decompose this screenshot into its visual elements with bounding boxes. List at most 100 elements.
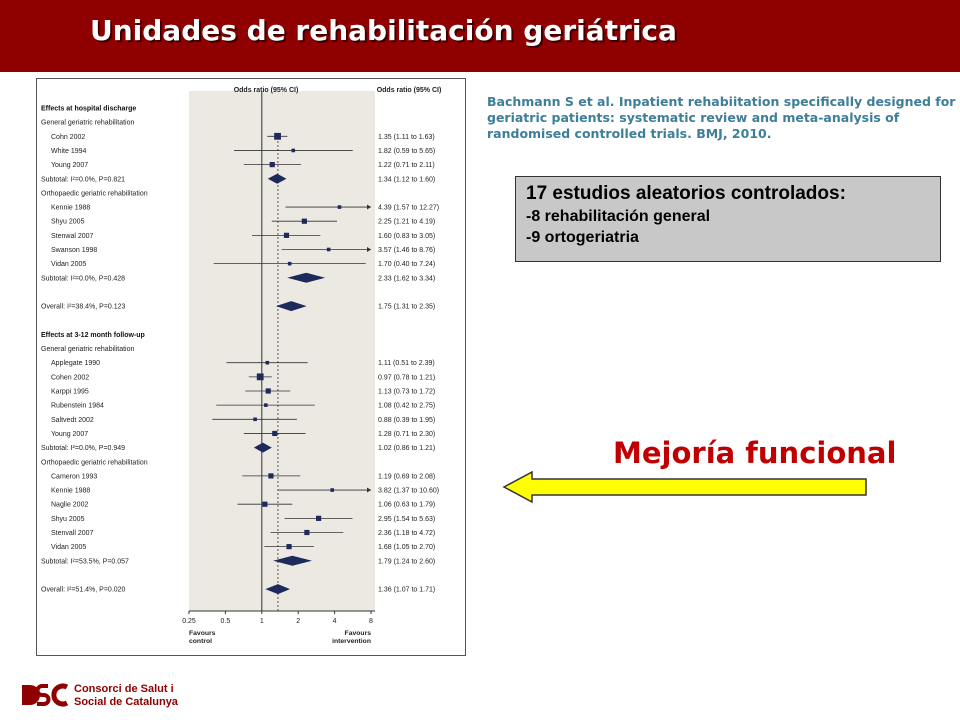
forest-ci-label: 1.82 (0.59 to 5.65)	[378, 148, 435, 155]
forest-ci-arrow	[367, 247, 371, 252]
x-tick-label: 8	[369, 618, 373, 625]
forest-point-marker	[283, 232, 290, 238]
forest-study-label: Cohen 2002	[51, 374, 89, 381]
forest-point-marker	[262, 501, 268, 507]
forest-point-marker	[264, 403, 268, 407]
forest-ci-label: 1.13 (0.73 to 1.72)	[378, 389, 435, 396]
forest-ci-label: 4.39 (1.57 to 12.27)	[378, 205, 439, 212]
forest-ci-label: 0.88 (0.39 to 1.95)	[378, 417, 435, 424]
forest-study-label: Naglie 2002	[51, 502, 88, 509]
forest-point-marker	[301, 218, 307, 224]
forest-study-label: Swanson 1998	[51, 247, 97, 254]
studies-box: 17 estudios aleatorios controlados: -8 r…	[515, 176, 941, 262]
forest-ci-label: 1.11 (0.51 to 2.39)	[378, 360, 435, 367]
col-header-right: Odds ratio (95% CI)	[377, 87, 442, 94]
forest-point-marker	[316, 515, 322, 521]
x-tick-label: 2	[296, 618, 300, 625]
forest-point-marker	[265, 360, 270, 365]
favours-intervention-label-2: intervention	[332, 638, 371, 645]
favours-intervention-label-1: Favours	[345, 630, 372, 637]
plot-background	[189, 91, 375, 611]
forest-point-marker	[330, 488, 334, 492]
mejoria-funcional-label: Mejoría funcional	[613, 436, 897, 470]
logo-line-2: Social de Catalunya	[74, 696, 178, 708]
forest-ci-label: 1.75 (1.31 to 2.35)	[378, 304, 435, 311]
forest-section-label: Effects at 3-12 month follow-up	[41, 332, 145, 339]
col-header-left: Odds ratio (95% CI)	[234, 87, 299, 94]
forest-ci-arrow	[367, 204, 371, 210]
forest-group-label: Orthopaedic geriatric rehabilitation	[41, 190, 148, 197]
forest-ci-arrow	[367, 487, 371, 493]
forest-study-label: Cohn 2002	[51, 134, 85, 141]
logo-line-1: Consorci de Salut i	[74, 683, 174, 695]
forest-plot-figure: Odds ratio (95% CI) Odds ratio (95% CI) 0.…	[36, 78, 466, 656]
forest-ci-label: 1.60 (0.83 to 3.05)	[378, 233, 435, 240]
forest-subtotal-label: Overall: I²=38.4%, P=0.123	[41, 304, 126, 311]
forest-study-label: Kennie 1988	[51, 488, 90, 495]
forest-point-marker	[291, 148, 296, 153]
forest-point-marker	[274, 132, 281, 140]
forest-point-marker	[287, 261, 292, 266]
forest-diamond-marker	[287, 272, 326, 283]
logo-text: Consorci de Salut i Social de Catalunya	[74, 683, 178, 709]
forest-point-marker	[269, 162, 275, 168]
forest-ci-label: 1.06 (0.63 to 1.79)	[378, 502, 435, 509]
title-bar: Unidades de rehabilitación geriátrica	[0, 0, 960, 72]
forest-study-label: Kennie 1988	[51, 205, 90, 212]
forest-ci-label: 1.22 (0.71 to 2.11)	[378, 162, 435, 169]
forest-ci-label: 3.57 (1.46 to 8.76)	[378, 247, 435, 254]
forest-subtotal-label: Overall: I²=51.4%, P=0.020	[41, 587, 126, 594]
forest-diamond-marker	[273, 555, 312, 566]
forest-study-label: White 1994	[51, 148, 87, 155]
forest-group-label: Orthopaedic geriatric rehabilitation	[41, 459, 148, 466]
forest-study-label: Vidan 2005	[51, 261, 86, 268]
x-tick-label: 4	[333, 618, 337, 625]
forest-study-label: Applegate 1990	[51, 360, 100, 367]
forest-subtotal-label: Subtotal: I²=53.5%, P=0.057	[41, 558, 129, 565]
forest-ci-label: 1.02 (0.86 to 1.21)	[378, 445, 435, 452]
forest-ci-label: 2.95 (1.54 to 5.63)	[378, 516, 435, 523]
forest-ci-label: 2.25 (1.21 to 4.19)	[378, 219, 435, 226]
left-arrow-icon	[502, 470, 867, 504]
slide-title: Unidades de rehabilitación geriátrica	[90, 14, 677, 47]
forest-study-label: Shyu 2005	[51, 516, 85, 523]
forest-ci-label: 1.08 (0.42 to 2.75)	[378, 403, 435, 410]
x-tick-label: 0.5	[221, 618, 231, 625]
forest-point-marker	[304, 529, 310, 536]
forest-ci-label: 1.34 (1.12 to 1.60)	[378, 176, 435, 183]
forest-section-label: Effects at hospital discharge	[41, 106, 136, 113]
forest-diamond-marker	[275, 301, 307, 312]
forest-ci-label: 1.68 (1.05 to 2.70)	[378, 544, 435, 551]
forest-subtotal-label: Subtotal: I²=0.0%, P=0.821	[41, 176, 125, 183]
forest-group-label: General geriatric rehabilitation	[41, 346, 134, 353]
forest-point-marker	[253, 417, 257, 422]
forest-study-label: Vidan 2005	[51, 544, 86, 551]
forest-subtotal-label: Subtotal: I²=0.0%, P=0.428	[41, 275, 125, 282]
forest-diamond-marker	[265, 584, 290, 595]
x-tick-label: 0.25	[182, 618, 196, 625]
forest-plot: Odds ratio (95% CI) Odds ratio (95% CI) 0.…	[41, 87, 442, 645]
forest-ci-label: 0.97 (0.78 to 1.21)	[378, 374, 435, 381]
forest-ci-label: 1.19 (0.69 to 2.08)	[378, 473, 435, 480]
forest-point-marker	[326, 247, 331, 252]
studies-line-general: -8 rehabilitación general	[526, 208, 711, 225]
forest-point-marker	[337, 205, 342, 209]
forest-ci-label: 1.28 (0.71 to 2.30)	[378, 431, 435, 438]
favours-control-label-2: control	[189, 638, 212, 645]
forest-study-label: Stenwal 2007	[51, 233, 94, 240]
forest-study-label: Stenvall 2007	[51, 530, 94, 537]
forest-ci-label: 1.35 (1.11 to 1.63)	[378, 134, 435, 141]
forest-ci-label: 1.79 (1.24 to 2.60)	[378, 558, 435, 565]
forest-group-label: General geriatric rehabilitation	[41, 120, 134, 127]
forest-ci-label: 1.70 (0.40 to 7.24)	[378, 261, 435, 268]
favours-control-label-1: Favours	[189, 630, 216, 637]
forest-diamond-marker	[267, 173, 287, 184]
forest-point-marker	[286, 544, 292, 550]
forest-point-marker	[272, 430, 278, 437]
forest-study-label: Rubenstein 1984	[51, 403, 104, 410]
csc-logo-icon	[22, 683, 69, 707]
forest-diamond-marker	[253, 442, 272, 453]
forest-ci-label: 3.82 (1.37 to 10.60)	[378, 488, 439, 495]
forest-point-marker	[256, 373, 264, 381]
forest-study-label: Young 2007	[51, 162, 88, 169]
